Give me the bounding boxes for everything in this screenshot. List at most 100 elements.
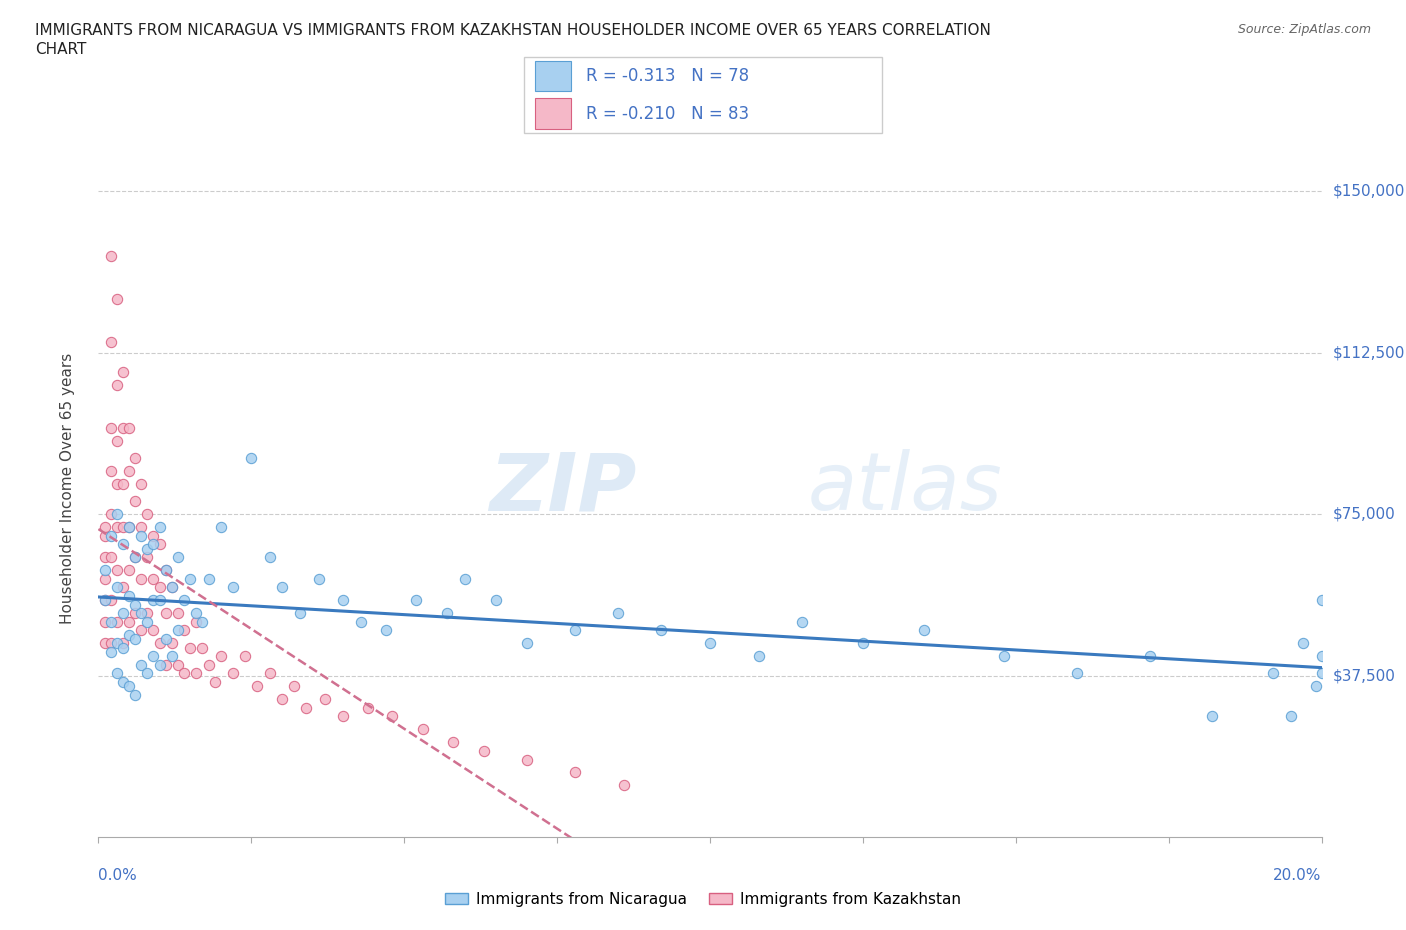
Point xyxy=(1139,649,1161,664)
Point xyxy=(93,615,115,630)
Point xyxy=(142,623,165,638)
Point xyxy=(105,520,128,535)
Point xyxy=(1279,709,1302,724)
Point xyxy=(118,627,141,642)
Point xyxy=(100,248,122,263)
Point xyxy=(105,291,128,306)
Point xyxy=(149,592,172,607)
Point xyxy=(100,550,122,565)
Point xyxy=(350,615,373,630)
Point xyxy=(142,528,165,543)
Point xyxy=(160,649,183,664)
Point xyxy=(191,640,214,655)
Text: Source: ZipAtlas.com: Source: ZipAtlas.com xyxy=(1237,23,1371,36)
Bar xyxy=(534,99,571,128)
Point xyxy=(93,636,115,651)
Point xyxy=(155,563,177,578)
Point xyxy=(173,666,195,681)
Point xyxy=(179,640,201,655)
Point xyxy=(129,528,152,543)
Point xyxy=(412,722,434,737)
Point xyxy=(1261,666,1284,681)
Point xyxy=(613,777,636,792)
Point xyxy=(111,537,134,551)
Point xyxy=(118,463,141,478)
Point xyxy=(111,674,134,689)
Point xyxy=(160,636,183,651)
Point xyxy=(314,692,336,707)
Point xyxy=(472,743,495,758)
Point xyxy=(136,605,159,620)
Point xyxy=(912,623,935,638)
Point xyxy=(1310,666,1333,681)
Point xyxy=(149,520,172,535)
Point xyxy=(173,592,195,607)
Point xyxy=(136,666,159,681)
Point xyxy=(136,615,159,630)
Point xyxy=(93,592,115,607)
Point xyxy=(124,451,146,466)
Point xyxy=(93,528,115,543)
Point xyxy=(124,494,146,509)
Point xyxy=(186,605,208,620)
Point xyxy=(100,592,122,607)
Point xyxy=(93,563,115,578)
Point xyxy=(564,765,586,780)
Point xyxy=(100,507,122,522)
Point xyxy=(93,550,115,565)
Text: $150,000: $150,000 xyxy=(1333,183,1405,199)
Point xyxy=(100,463,122,478)
Text: 20.0%: 20.0% xyxy=(1274,868,1322,883)
Point xyxy=(111,420,134,435)
Point xyxy=(436,605,458,620)
Point xyxy=(111,636,134,651)
Point xyxy=(129,658,152,672)
Point xyxy=(118,520,141,535)
Point xyxy=(259,666,281,681)
Point xyxy=(790,615,813,630)
Point xyxy=(129,623,152,638)
Point xyxy=(129,605,152,620)
Point xyxy=(167,658,190,672)
Point xyxy=(1292,636,1315,651)
Point xyxy=(155,605,177,620)
Point xyxy=(129,571,152,586)
Point xyxy=(197,658,219,672)
Text: 0.0%: 0.0% xyxy=(98,868,138,883)
Point xyxy=(197,571,219,586)
Point xyxy=(105,615,128,630)
Point xyxy=(136,550,159,565)
Point xyxy=(270,579,292,594)
Point xyxy=(111,365,134,379)
Point xyxy=(124,597,146,612)
Point xyxy=(155,658,177,672)
Point xyxy=(650,623,672,638)
Point xyxy=(124,605,146,620)
Point xyxy=(356,700,378,715)
Point xyxy=(222,579,245,594)
Point xyxy=(374,623,396,638)
Legend: Immigrants from Nicaragua, Immigrants from Kazakhstan: Immigrants from Nicaragua, Immigrants fr… xyxy=(439,886,967,913)
Point xyxy=(124,631,146,646)
Point xyxy=(142,571,165,586)
Point xyxy=(105,378,128,392)
Point xyxy=(100,644,122,659)
Point xyxy=(564,623,586,638)
Point xyxy=(105,636,128,651)
Point xyxy=(240,451,263,466)
Point xyxy=(160,579,183,594)
Text: R = -0.313   N = 78: R = -0.313 N = 78 xyxy=(586,67,749,86)
Point xyxy=(105,433,128,448)
Point xyxy=(173,623,195,638)
Text: $75,000: $75,000 xyxy=(1333,507,1396,522)
Point xyxy=(1310,649,1333,664)
Y-axis label: Householder Income Over 65 years: Householder Income Over 65 years xyxy=(60,352,75,624)
Point xyxy=(149,636,172,651)
Point xyxy=(93,571,115,586)
FancyBboxPatch shape xyxy=(524,58,882,133)
Point xyxy=(118,563,141,578)
Point xyxy=(142,592,165,607)
Point xyxy=(100,615,122,630)
Point xyxy=(748,649,770,664)
Point xyxy=(1305,679,1327,694)
